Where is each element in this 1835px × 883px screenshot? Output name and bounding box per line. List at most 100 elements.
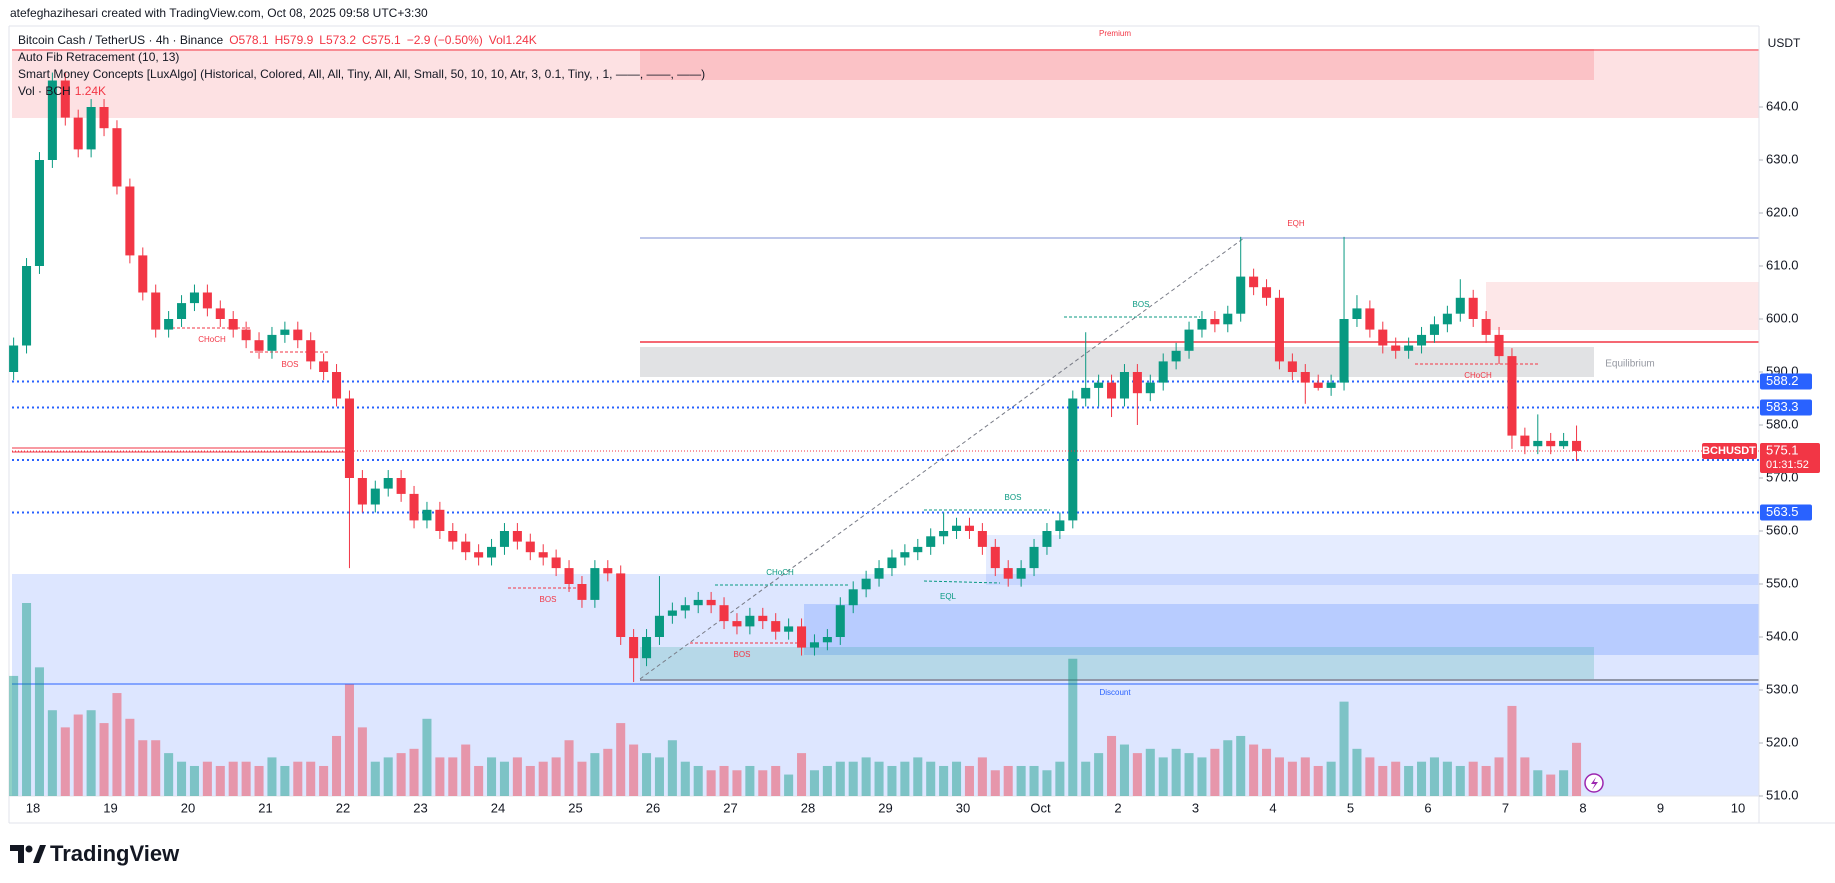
price-label-box xyxy=(1760,399,1812,416)
x-tick-label: 27 xyxy=(723,800,737,815)
volume-bar xyxy=(293,761,303,796)
volume-bar xyxy=(1210,748,1220,796)
price-label: 563.5 xyxy=(1766,504,1799,519)
x-tick-label: 19 xyxy=(103,800,117,815)
volume-bar xyxy=(1494,757,1504,796)
candle-body xyxy=(977,531,987,547)
candle-body xyxy=(1249,276,1259,288)
candle-body xyxy=(370,488,380,505)
price-label-box xyxy=(1760,504,1812,521)
volume-bar xyxy=(990,770,1000,796)
y-tick-label: 510.0 xyxy=(1766,787,1799,802)
candle-body xyxy=(1572,440,1582,451)
candle-body xyxy=(861,578,871,590)
candle-body xyxy=(1016,568,1026,579)
volume-bar xyxy=(654,757,664,796)
bos-label: BOS xyxy=(1005,493,1022,502)
x-tick-label: 18 xyxy=(26,800,40,815)
volume-bar xyxy=(254,765,264,796)
candle-body xyxy=(1145,382,1155,394)
volume-bar xyxy=(1365,757,1375,796)
candle-body xyxy=(1365,308,1375,330)
y-tick-label: 580.0 xyxy=(1766,416,1799,431)
price-label: 583.3 xyxy=(1766,399,1799,414)
candle-body xyxy=(732,621,742,627)
volume-bar xyxy=(861,757,871,796)
candle-body xyxy=(913,546,923,553)
candle-body xyxy=(396,478,406,494)
volume-bar xyxy=(680,761,690,796)
logo: TradingView xyxy=(10,841,180,866)
candle-body xyxy=(551,557,561,569)
candle-body xyxy=(538,552,548,558)
volume-bar xyxy=(422,718,432,796)
candle-body xyxy=(9,345,19,372)
volume-bar xyxy=(1094,753,1104,796)
x-tick-label: 21 xyxy=(258,800,272,815)
volume-bar xyxy=(926,761,936,796)
premium-box xyxy=(640,49,1594,80)
candle-body xyxy=(952,525,962,531)
premium-zone xyxy=(12,49,1759,118)
candle-body xyxy=(306,340,316,362)
y-tick-label: 610.0 xyxy=(1766,257,1799,272)
bos-label: BOS xyxy=(540,595,557,604)
candle-body xyxy=(1184,329,1194,351)
volume-bar xyxy=(913,757,923,796)
volume-bar xyxy=(189,765,199,796)
volume-bar xyxy=(344,684,354,796)
candle-body xyxy=(784,626,794,632)
candle-body xyxy=(642,637,652,659)
x-tick-label: 5 xyxy=(1347,800,1354,815)
choch-label: CHoCH xyxy=(198,335,226,344)
x-tick-label: 20 xyxy=(181,800,195,815)
indicator: Smart Money Concepts [LuxAlgo] (Historic… xyxy=(18,67,705,81)
volume-bar xyxy=(370,761,380,796)
volume-bar xyxy=(1391,761,1401,796)
candle-body xyxy=(1029,546,1039,569)
volume-bar xyxy=(887,765,897,796)
candle-body xyxy=(1417,334,1427,346)
volume-bar xyxy=(1533,770,1543,796)
logo-mark xyxy=(33,845,46,863)
volume-bar xyxy=(1055,761,1065,796)
volume-bar xyxy=(1197,757,1207,796)
candle-body xyxy=(164,319,174,330)
candle-body xyxy=(1442,313,1452,325)
volume-bar xyxy=(9,675,19,796)
x-tick-label: 6 xyxy=(1424,800,1431,815)
volume-bar xyxy=(1520,757,1530,796)
candle-body xyxy=(525,541,535,553)
discount-zone xyxy=(12,574,1759,796)
volume-bar xyxy=(267,757,277,796)
volume-bar xyxy=(1326,761,1336,796)
candle-body xyxy=(1404,345,1414,351)
volume-bar xyxy=(60,727,70,796)
candle-body xyxy=(564,568,574,584)
volume-bar xyxy=(1300,757,1310,796)
volume-bar xyxy=(383,757,393,796)
volume-bar xyxy=(1274,757,1284,796)
candle-body xyxy=(499,531,509,547)
volume-bar xyxy=(1417,761,1427,796)
volume-bar xyxy=(112,693,122,796)
candle-body xyxy=(241,329,251,341)
candle-body xyxy=(34,160,44,266)
candle-body xyxy=(771,621,781,632)
candle-body xyxy=(1468,297,1478,319)
volume-bar xyxy=(1107,735,1117,796)
candle-body xyxy=(1236,276,1246,314)
candle-body xyxy=(435,509,445,531)
candle-body xyxy=(267,334,277,351)
candle-body xyxy=(1068,398,1078,521)
candle-body xyxy=(1533,440,1543,447)
candle-body xyxy=(1094,382,1104,388)
volume-bar xyxy=(706,770,716,796)
candle-body xyxy=(1274,297,1284,362)
x-tick-label: 10 xyxy=(1731,800,1745,815)
candle-body xyxy=(1481,319,1491,335)
y-tick-label: 640.0 xyxy=(1766,98,1799,113)
last-price-label: 575.1 xyxy=(1766,442,1799,457)
